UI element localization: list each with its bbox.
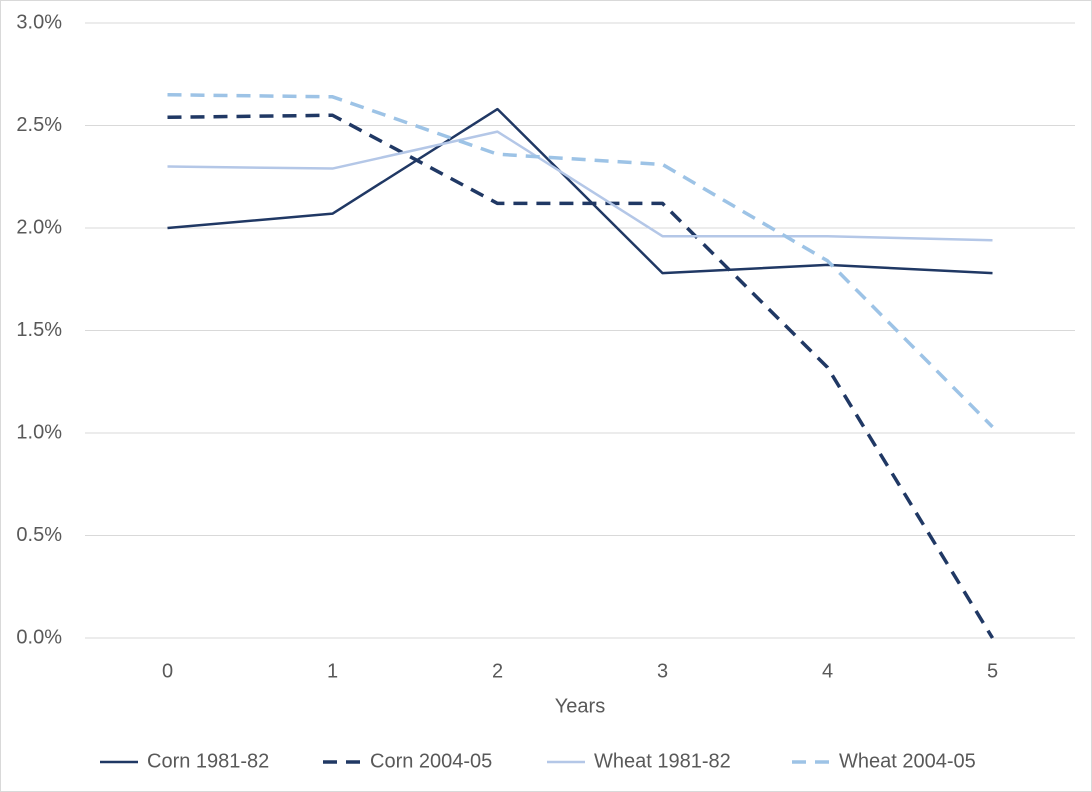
y-tick-label: 1.0% [16,421,62,443]
y-tick-label: 2.5% [16,114,62,136]
legend-label: Corn 2004-05 [370,750,492,772]
legend-label: Wheat 1981-82 [594,750,731,772]
x-tick-label: 2 [492,660,503,682]
y-tick-label: 2.0% [16,216,62,238]
x-tick-label: 1 [327,660,338,682]
y-tick-label: 0.0% [16,626,62,648]
series-line [167,93,994,429]
x-tick-label: 5 [987,660,998,682]
y-tick-label: 0.5% [16,524,62,546]
y-tick-label: 1.5% [16,319,62,341]
legend-label: Wheat 2004-05 [839,750,976,772]
x-tick-label: 4 [822,660,833,682]
x-tick-label: 3 [657,660,668,682]
series-line [167,130,993,242]
x-tick-label: 0 [162,660,173,682]
y-tick-label: 3.0% [16,11,62,33]
series-line [167,107,993,275]
legend-label: Corn 1981-82 [147,750,269,772]
x-axis-label: Years [555,695,605,717]
